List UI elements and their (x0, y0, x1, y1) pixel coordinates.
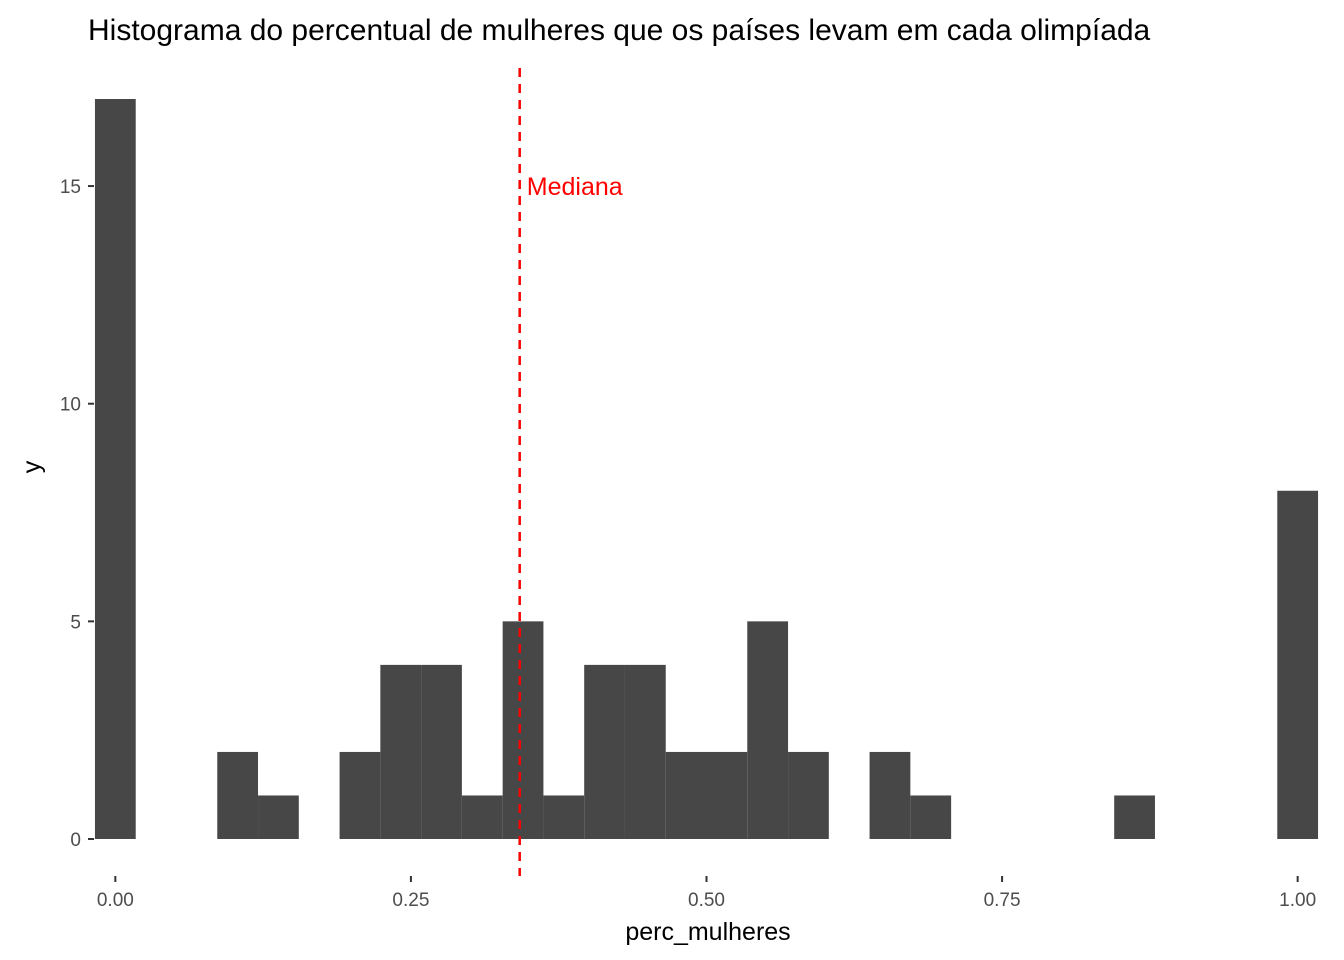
histogram-bar (1277, 490, 1319, 839)
y-tick-label: 5 (70, 612, 81, 633)
y-axis-title: y (18, 460, 46, 473)
histogram-bar (910, 795, 952, 839)
histogram-bar (706, 751, 748, 839)
chart-title: Histograma do percentual de mulheres que… (88, 14, 1151, 47)
x-tick-label: 0.75 (984, 890, 1021, 911)
histogram-bar (380, 664, 422, 839)
y-tick-label: 15 (60, 177, 81, 198)
x-axis-title: perc_mulheres (625, 918, 790, 946)
histogram-bar (1114, 795, 1155, 839)
histogram-bar (217, 751, 259, 839)
histogram-bar (502, 621, 544, 839)
histogram-bar (869, 751, 911, 839)
x-tick-label: 0.00 (97, 890, 134, 911)
histogram-bar (421, 664, 462, 839)
histogram-bar (339, 751, 381, 839)
histogram-bar (665, 751, 707, 839)
annotations-group: Mediana (518, 68, 623, 876)
bars-group (94, 99, 1319, 839)
median-label: Mediana (527, 173, 623, 201)
histogram-bar (461, 795, 503, 839)
histogram-bar (788, 751, 829, 839)
histogram-bar (624, 664, 666, 839)
x-tick-label: 0.25 (392, 890, 429, 911)
y-axis: 0 5 10 15 (60, 177, 94, 851)
histogram-bar (543, 795, 585, 839)
histogram-bar (747, 621, 789, 839)
y-tick-label: 10 (60, 395, 81, 416)
histogram-bar (94, 99, 136, 839)
histogram-bar (258, 795, 299, 839)
y-tick-label: 0 (70, 830, 81, 851)
x-axis: 0.00 0.25 0.50 0.75 1.00 (97, 876, 1316, 911)
histogram-bar (584, 664, 625, 839)
x-tick-label: 0.50 (688, 890, 725, 911)
x-tick-label: 1.00 (1279, 890, 1316, 911)
